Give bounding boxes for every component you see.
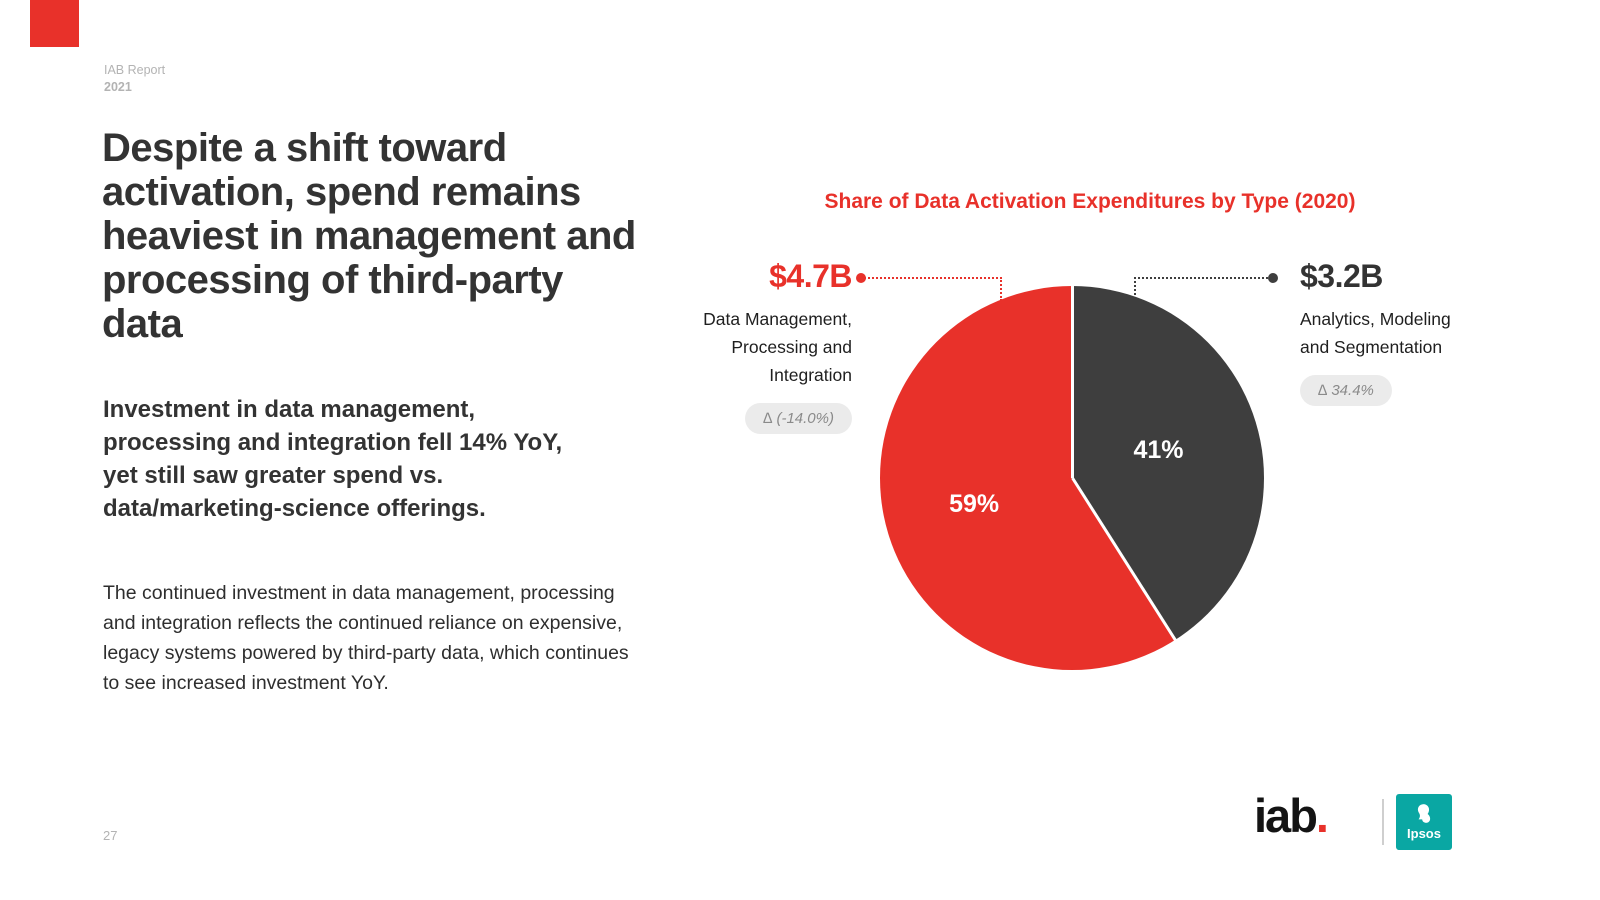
annotation-analytics: $3.2B Analytics, Modeling and Segmentati…	[1300, 258, 1478, 406]
chart-title: Share of Data Activation Expenditures by…	[824, 190, 1356, 213]
leader-line-left-vertical	[1000, 277, 1002, 301]
amount-data-management: $4.7B	[769, 258, 852, 294]
ipsos-logo-text: Ipsos	[1407, 826, 1441, 841]
ipsos-logo: Ipsos	[1396, 794, 1452, 850]
leader-dot-left	[856, 273, 866, 283]
leader-line-right-horizontal	[1134, 277, 1272, 279]
leader-dot-right	[1268, 273, 1278, 283]
page-number: 27	[103, 828, 118, 843]
body-text: The continued investment in data managem…	[103, 582, 629, 695]
delta-badge-analytics: ∆ 34.4%	[1300, 375, 1392, 406]
iab-logo-text: iab	[1254, 789, 1318, 842]
label-data-management: Data Management, Processing and Integrat…	[703, 309, 852, 385]
pie-slice-label-red: 59%	[949, 489, 1000, 518]
brand-corner-mark	[30, 0, 79, 47]
page-title: Despite a shift toward activation, spend…	[102, 126, 636, 346]
amount-analytics: $3.2B	[1300, 258, 1383, 294]
iab-logo-dot: .	[1315, 789, 1329, 842]
iab-logo: iab.	[1254, 788, 1329, 843]
label-analytics: Analytics, Modeling and Segmentation	[1300, 309, 1451, 357]
leader-line-left-horizontal	[864, 277, 1002, 279]
report-meta: IAB Report 2021	[104, 62, 165, 96]
delta-badge-data-management: ∆ (-14.0%)	[745, 403, 852, 434]
pie-chart: 59% 41%	[880, 286, 1264, 670]
annotation-data-management: $4.7B Data Management, Processing and In…	[690, 258, 853, 434]
leader-line-right-vertical	[1134, 277, 1136, 299]
report-label: IAB Report	[104, 63, 166, 77]
pie-slice-label-dark: 41%	[1133, 435, 1184, 464]
logo-divider	[1382, 799, 1384, 845]
report-year: 2021	[104, 79, 132, 94]
ipsos-logo-glyph	[1417, 804, 1431, 823]
subhead: Investment in data management, processin…	[103, 396, 563, 523]
